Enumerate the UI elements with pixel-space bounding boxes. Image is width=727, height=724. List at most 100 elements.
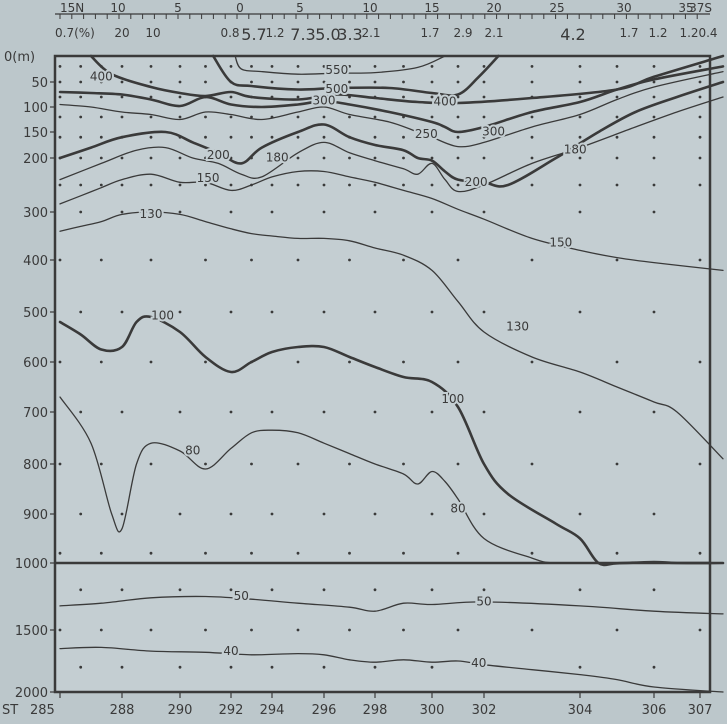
sample-dot [229,588,233,592]
contour-label-80: 80 [185,444,200,458]
depth-axis: 0(m) 50 100 150 200 300 400 500 600 700 800 900 1000… [4,50,55,701]
sample-dot [698,65,702,68]
sample-dot [456,156,460,160]
plot-frame [53,54,712,694]
percent-value: 20 [114,26,129,40]
sample-dot [456,115,460,119]
sample-dot [99,258,103,262]
sample-dot [456,551,460,555]
station-tick-label: 290 [168,703,193,718]
sample-dot [204,156,207,160]
sample-dot [530,80,534,84]
sample-dot [120,410,124,414]
sample-dot [149,135,153,139]
sample-dot [456,628,460,632]
sample-dot [430,512,434,516]
sample-dot [296,183,300,187]
station-tick-label: 294 [260,703,285,718]
sample-dot [430,665,434,669]
sample-dot [149,360,153,364]
sample-dot [348,551,351,555]
sample-dot [698,183,702,187]
sample-dot [578,65,582,68]
sample-dot [204,551,207,555]
sample-dot [120,95,124,99]
depth-tick-label: 100 [23,101,48,116]
contour-label-400: 400 [90,69,113,83]
sample-dot [250,258,253,262]
sample-dot [270,410,274,414]
sample-dot [296,628,300,632]
sample-dot [250,628,253,632]
sample-dot [79,210,83,214]
sample-dot [348,156,351,160]
sample-dot [204,258,207,262]
sample-dot [430,210,434,214]
percent-value: 1.7 [619,26,638,40]
sample-dot [58,80,62,84]
latitude-tick-label: 0 [236,1,244,15]
sample-dot [79,183,83,187]
sample-dot [229,115,233,119]
station-tick-label: 288 [110,703,135,718]
sample-dot [99,628,103,632]
contour-line-50 [59,595,724,615]
sample-dot [322,410,326,414]
sample-dot [322,183,326,187]
sample-dot [204,135,207,139]
sample-dot [373,665,377,669]
sample-dot [270,310,274,314]
depth-tick-label: 400 [23,254,48,269]
sample-dot [578,183,582,187]
sample-dot [296,95,300,99]
sample-dot [270,588,274,592]
sample-dot [322,210,326,214]
sample-dot [58,135,62,139]
sample-dot [698,462,702,466]
sample-dot [482,310,486,314]
depth-tick-label: 2000 [15,686,48,701]
sample-dot [229,135,233,139]
sample-dot [373,512,377,516]
sample-dot [456,258,460,262]
sample-dot [296,115,300,119]
sample-dot [229,210,233,214]
sample-dot [204,115,207,119]
sample-dot [373,80,377,84]
sample-dot [456,80,460,84]
sample-dot [615,135,619,139]
sample-dot [229,512,233,516]
latitude-tick-label: 30 [616,1,631,15]
depth-tick-label: 500 [23,306,48,321]
latitude-tick-label: 35 [678,1,693,15]
sample-dot [402,95,405,99]
sample-dot [178,95,182,99]
sample-dot [229,310,233,314]
latitude-tick-label: 5 [174,1,182,15]
sample-dot [402,156,405,160]
station-tick-label: 298 [363,703,388,718]
sample-dot [430,115,434,119]
sample-dot [296,80,300,84]
sample-dot [482,115,486,119]
sample-dot [373,135,377,139]
sample-dot [430,310,434,314]
sample-dot [578,665,582,669]
sample-dot [204,462,207,466]
sample-dot [79,512,83,516]
sample-dot [270,80,274,84]
sample-dot [149,551,153,555]
sample-dot [578,95,582,99]
sample-dot [373,183,377,187]
sample-dot [615,462,619,466]
contour-label-400: 400 [434,95,457,109]
sample-dot [99,183,103,187]
sample-dot [204,80,207,84]
sample-dot [373,410,377,414]
contour-label-200: 200 [465,175,488,189]
sample-dot [698,628,702,632]
sample-dot [482,665,486,669]
depth-tick-label: 50 [31,76,48,91]
